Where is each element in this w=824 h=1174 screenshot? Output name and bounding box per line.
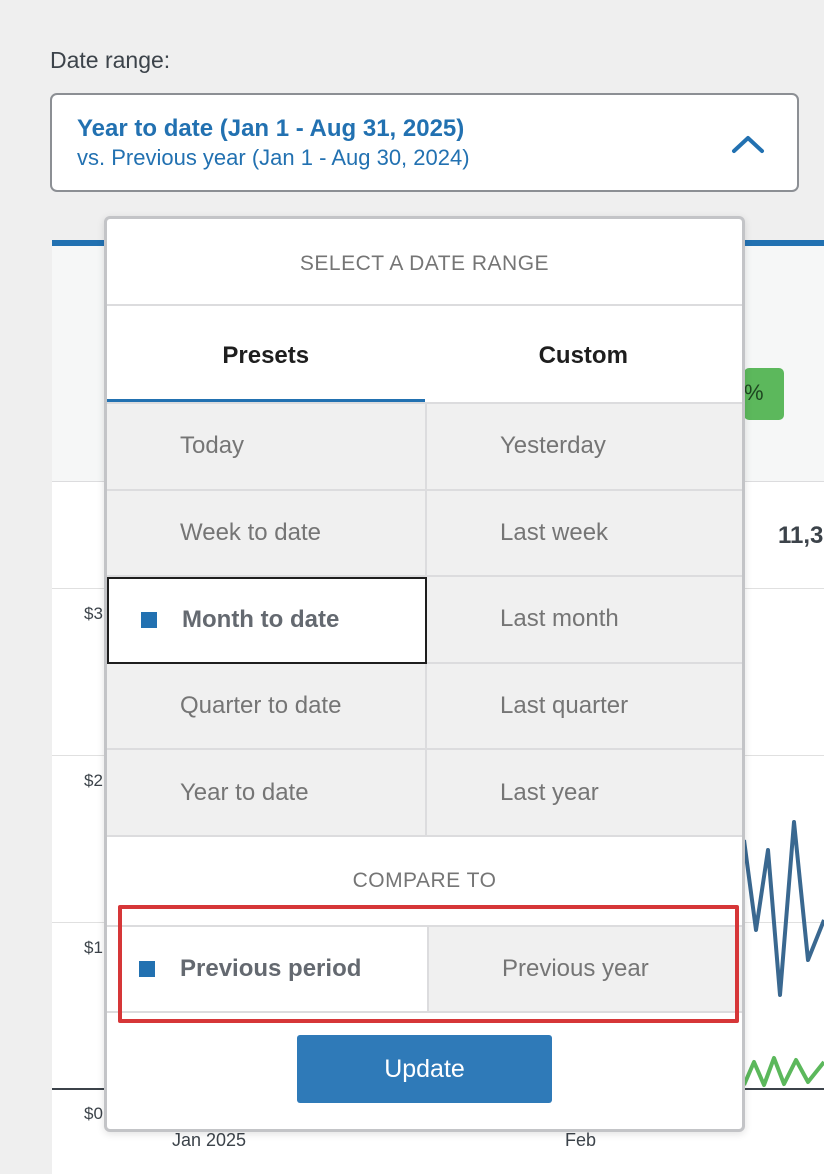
preset-month-to-date[interactable]: Month to date xyxy=(107,577,427,664)
date-range-secondary: vs. Previous year (Jan 1 - Aug 30, 2024) xyxy=(77,145,470,170)
preset-week-to-date[interactable]: Week to date xyxy=(107,490,427,578)
chart-y-label: $1 xyxy=(84,938,103,957)
selected-marker-icon xyxy=(139,960,155,977)
date-range-toggle[interactable]: Year to date (Jan 1 - Aug 31, 2025) vs. … xyxy=(50,93,799,192)
compare-previous-period[interactable]: Previous period xyxy=(107,926,427,1011)
preset-grid: Today Yesterday Week to date Last week M… xyxy=(107,404,742,837)
date-range-primary: Year to date (Jan 1 - Aug 31, 2025) xyxy=(77,115,465,142)
tab-custom[interactable]: Custom xyxy=(538,342,628,369)
change-badge: % xyxy=(744,368,784,420)
popover-title: SELECT A DATE RANGE xyxy=(107,219,742,306)
preset-today[interactable]: Today xyxy=(107,404,427,491)
date-range-label: Date range: xyxy=(50,47,171,73)
preset-last-year[interactable]: Last year xyxy=(427,750,742,837)
preset-label: Month to date xyxy=(182,606,340,634)
compare-options: Previous period Previous year xyxy=(107,924,742,1013)
compare-label: Previous period xyxy=(180,954,362,982)
preset-last-quarter[interactable]: Last quarter xyxy=(427,663,742,751)
compare-label: Previous year xyxy=(502,954,649,982)
chart-y-label: $0 xyxy=(84,1104,103,1123)
compare-title: COMPARE TO xyxy=(107,836,742,925)
chart-series-lines xyxy=(744,820,824,1087)
chevron-up-icon xyxy=(732,136,764,153)
preset-quarter-to-date[interactable]: Quarter to date xyxy=(107,663,427,751)
compare-previous-year[interactable]: Previous year xyxy=(427,926,742,1011)
preset-year-to-date[interactable]: Year to date xyxy=(107,750,427,837)
tab-presets[interactable]: Presets xyxy=(107,306,425,402)
range-tabs: Presets Custom xyxy=(107,306,742,404)
update-button[interactable]: Update xyxy=(297,1035,552,1103)
chart-y-label: $3 xyxy=(84,604,103,623)
summary-value: 11,3 xyxy=(778,522,824,549)
selected-marker-icon xyxy=(141,612,157,629)
date-range-popover: SELECT A DATE RANGE Presets Custom Today… xyxy=(104,216,745,1132)
preset-last-month[interactable]: Last month xyxy=(427,577,742,664)
preset-last-week[interactable]: Last week xyxy=(427,490,742,578)
chart-y-label: $2 xyxy=(84,771,103,790)
chart-x-label: Jan 2025 xyxy=(172,1130,247,1150)
preset-yesterday[interactable]: Yesterday xyxy=(427,404,742,491)
chart-x-label: Feb xyxy=(565,1130,597,1150)
